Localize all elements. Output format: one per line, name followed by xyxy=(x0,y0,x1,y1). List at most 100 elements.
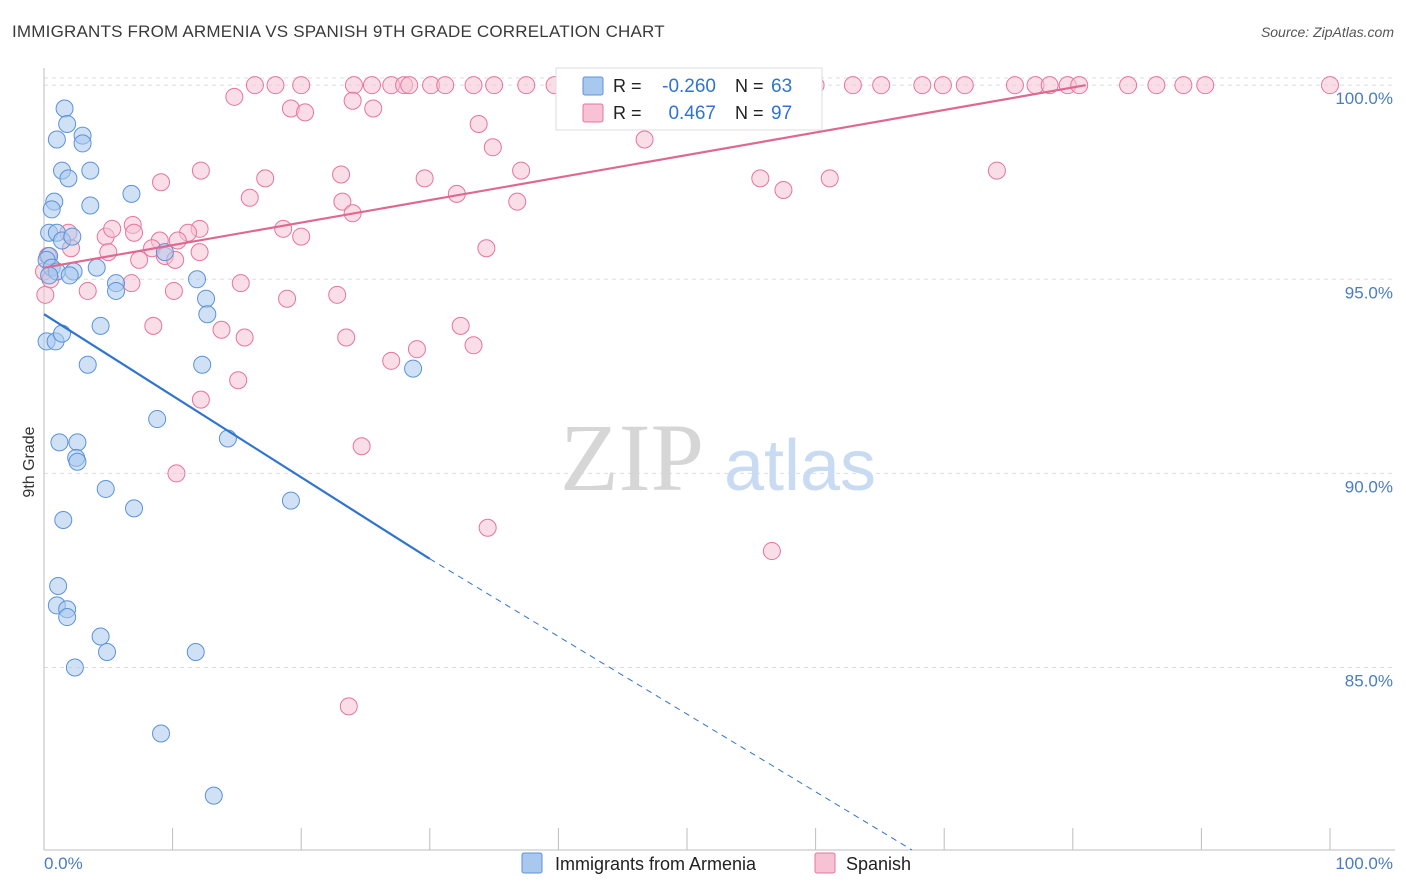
armenia-point xyxy=(281,491,300,510)
spanish-point xyxy=(125,223,144,242)
armenia-point xyxy=(55,99,74,118)
legend-n-value-1: 97 xyxy=(771,103,792,124)
armenia-point xyxy=(78,355,97,374)
spanish-point xyxy=(152,173,171,192)
y-axis-title: 9th Grade xyxy=(21,426,38,497)
spanish-point xyxy=(1005,76,1024,95)
spanish-point xyxy=(872,76,891,95)
watermark-zip: ZIP xyxy=(560,404,704,511)
spanish-point xyxy=(212,320,231,339)
armenia-point xyxy=(42,200,61,219)
spanish-point xyxy=(635,130,654,149)
spanish-point xyxy=(933,76,952,95)
armenia-point xyxy=(96,479,115,498)
armenia-point xyxy=(91,627,110,646)
armenia-point xyxy=(49,577,68,595)
armenia-point xyxy=(68,433,87,452)
series-legend-swatch-armenia xyxy=(521,852,543,874)
legend-r-value-1: 0.467 xyxy=(668,103,716,124)
spanish-point xyxy=(190,243,209,262)
spanish-point xyxy=(1070,76,1089,95)
spanish-trend-line xyxy=(43,84,1086,269)
armenia-point xyxy=(81,196,100,215)
armenia-point xyxy=(186,643,205,661)
spanish-point xyxy=(339,697,358,716)
armenia-point xyxy=(53,324,72,343)
spanish-point xyxy=(191,161,210,180)
spanish-point xyxy=(103,219,122,238)
armenia-point xyxy=(107,281,126,300)
y-tick-label: 90.0% xyxy=(1345,477,1393,496)
armenia-point xyxy=(50,433,69,452)
spanish-point xyxy=(231,274,250,293)
stats-legend: R = -0.260 N = 63 R = 0.467 N = 97 xyxy=(555,67,823,131)
spanish-point xyxy=(292,76,311,95)
armenia-point xyxy=(65,658,84,677)
spanish-point xyxy=(407,340,426,359)
armenia-point xyxy=(122,184,141,203)
legend-r-value-0: -0.260 xyxy=(662,76,716,97)
spanish-point xyxy=(352,437,371,456)
spanish-point xyxy=(274,219,293,238)
spanish-point xyxy=(167,464,186,483)
spanish-point xyxy=(278,289,297,308)
spanish-point xyxy=(485,76,504,95)
spanish-points xyxy=(35,76,1339,716)
armenia-point xyxy=(87,258,106,277)
spanish-point xyxy=(774,181,793,199)
y-tick-label: 95.0% xyxy=(1345,283,1393,302)
armenia-point xyxy=(98,643,117,661)
spanish-point xyxy=(240,188,259,207)
armenia-point xyxy=(125,499,144,518)
armenia-point xyxy=(193,355,212,374)
spanish-point xyxy=(245,76,264,95)
spanish-point xyxy=(332,165,351,184)
legend-n-label-0: N = xyxy=(735,76,764,96)
spanish-point xyxy=(469,115,488,133)
spanish-point xyxy=(1147,76,1166,95)
spanish-point xyxy=(382,351,401,370)
armenia-point xyxy=(152,724,171,743)
spanish-point xyxy=(191,390,210,409)
spanish-point xyxy=(344,76,363,95)
armenia-point xyxy=(58,115,77,133)
armenia-point xyxy=(198,305,217,324)
spanish-point xyxy=(400,76,419,95)
legend-r-label-1: R = xyxy=(613,103,642,123)
trend-lines xyxy=(43,84,1086,851)
spanish-point xyxy=(762,542,781,561)
spanish-point xyxy=(337,328,356,347)
spanish-point xyxy=(362,76,381,95)
spanish-point xyxy=(843,76,862,95)
armenia-point xyxy=(81,161,100,180)
spanish-point xyxy=(364,99,383,118)
spanish-point xyxy=(235,328,254,347)
spanish-point xyxy=(464,76,483,95)
legend-n-value-0: 63 xyxy=(771,76,792,97)
spanish-point xyxy=(415,169,434,188)
spanish-point xyxy=(256,169,275,188)
armenia-point xyxy=(148,410,167,429)
spanish-point xyxy=(328,285,347,304)
y-tick-labels: 85.0% 90.0% 95.0% 100.0% xyxy=(1335,89,1393,690)
armenia-point xyxy=(73,134,92,153)
spanish-point xyxy=(78,281,97,300)
gridlines xyxy=(44,77,1395,669)
spanish-point xyxy=(517,76,536,95)
armenia-point xyxy=(54,511,73,529)
armenia-point xyxy=(204,786,223,805)
armenia-point xyxy=(60,266,79,285)
armenia-point xyxy=(40,266,59,285)
spanish-point xyxy=(820,169,839,188)
spanish-point xyxy=(483,138,502,157)
spanish-point xyxy=(229,371,248,390)
chart-title: IMMIGRANTS FROM ARMENIA VS SPANISH 9TH G… xyxy=(12,22,665,41)
watermark: ZIP atlas xyxy=(560,404,876,511)
spanish-point xyxy=(292,227,311,246)
spanish-point xyxy=(464,336,483,355)
series-legend: Immigrants from Armenia Spanish xyxy=(521,852,911,874)
spanish-point xyxy=(1119,76,1138,95)
spanish-point xyxy=(36,285,55,304)
armenia-point xyxy=(197,289,216,308)
